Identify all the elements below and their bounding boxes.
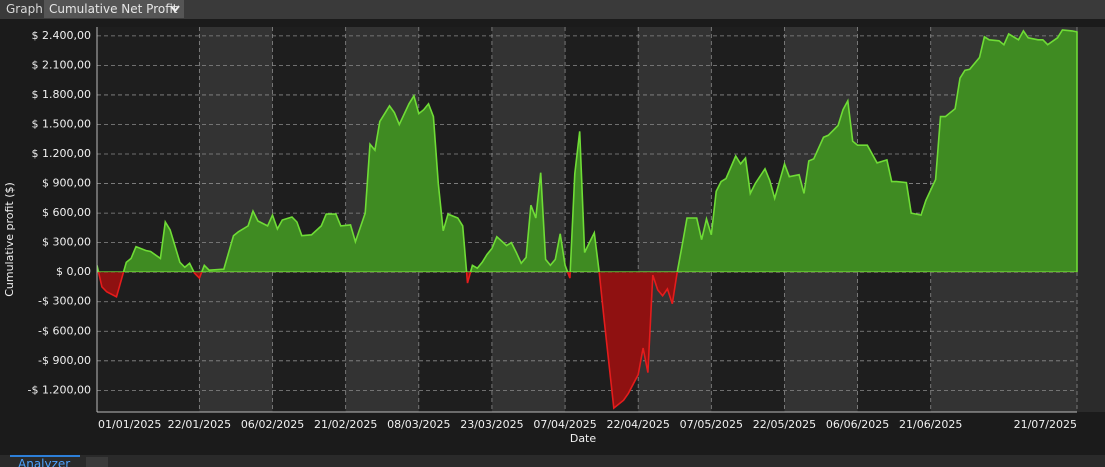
positive-line [97,29,1078,273]
x-tick-label: 22/05/2025 [753,418,816,431]
add-tab[interactable] [86,457,108,467]
y-tick-label: -$ 300,00 [38,295,91,308]
x-tick-label: 01/01/2025 [98,418,161,431]
tab-underline [10,455,80,457]
y-tick-label: $ 1.500,00 [32,117,91,130]
y-tick-label: $ 1.200,00 [32,147,91,160]
positive-area [97,30,1077,273]
y-tick-label: -$ 600,00 [38,324,91,337]
x-tick-label: 21/07/2025 [1014,418,1077,431]
y-tick-label: $ 0,00 [56,265,91,278]
toolbar: Graph Cumulative Net Profit [0,0,1105,19]
x-tick-label: 22/04/2025 [606,418,669,431]
x-tick-label: 08/03/2025 [387,418,450,431]
x-tick-label: 22/01/2025 [168,418,231,431]
y-tick-label: $ 2.100,00 [32,58,91,71]
y-tick-label: -$ 900,00 [38,354,91,367]
y-tick-label: $ 600,00 [42,206,91,219]
selector-text: Cumulative Net Profit [49,2,178,16]
negative-area [98,272,678,409]
y-tick-label: -$ 1.200,00 [28,383,91,396]
y-tick-label: $ 2.400,00 [32,29,91,42]
x-tick-label: 23/03/2025 [460,418,523,431]
y-tick-label: $ 900,00 [42,177,91,190]
analyzer-tab[interactable]: Analyzer [18,457,71,467]
x-tick-label: 21/02/2025 [314,418,377,431]
x-tick-label: 06/06/2025 [826,418,889,431]
chevron [170,5,180,13]
chart: 01/01/2025 22/01/2025 06/02/2025 21/02/2025… [3,27,1105,445]
y-tick-label: $ 1.800,00 [32,88,91,101]
x-axis-title: Date [570,432,597,445]
band [199,27,273,412]
x-tick-label: 21/06/2025 [899,418,962,431]
y-tick-label: $ 300,00 [42,236,91,249]
right-margin [1077,27,1105,412]
y-axis-title: Cumulative profit ($) [3,182,16,297]
graph-selector[interactable]: Cumulative Net Profit [44,0,184,18]
x-tick-label: 07/04/2025 [533,418,596,431]
band [638,27,712,412]
bottom-tabs: Analyzer [0,455,1105,467]
x-tick-label: 07/05/2025 [680,418,743,431]
x-tick-label: 06/02/2025 [241,418,304,431]
panel-label: Graph [6,2,43,16]
band [491,27,566,412]
